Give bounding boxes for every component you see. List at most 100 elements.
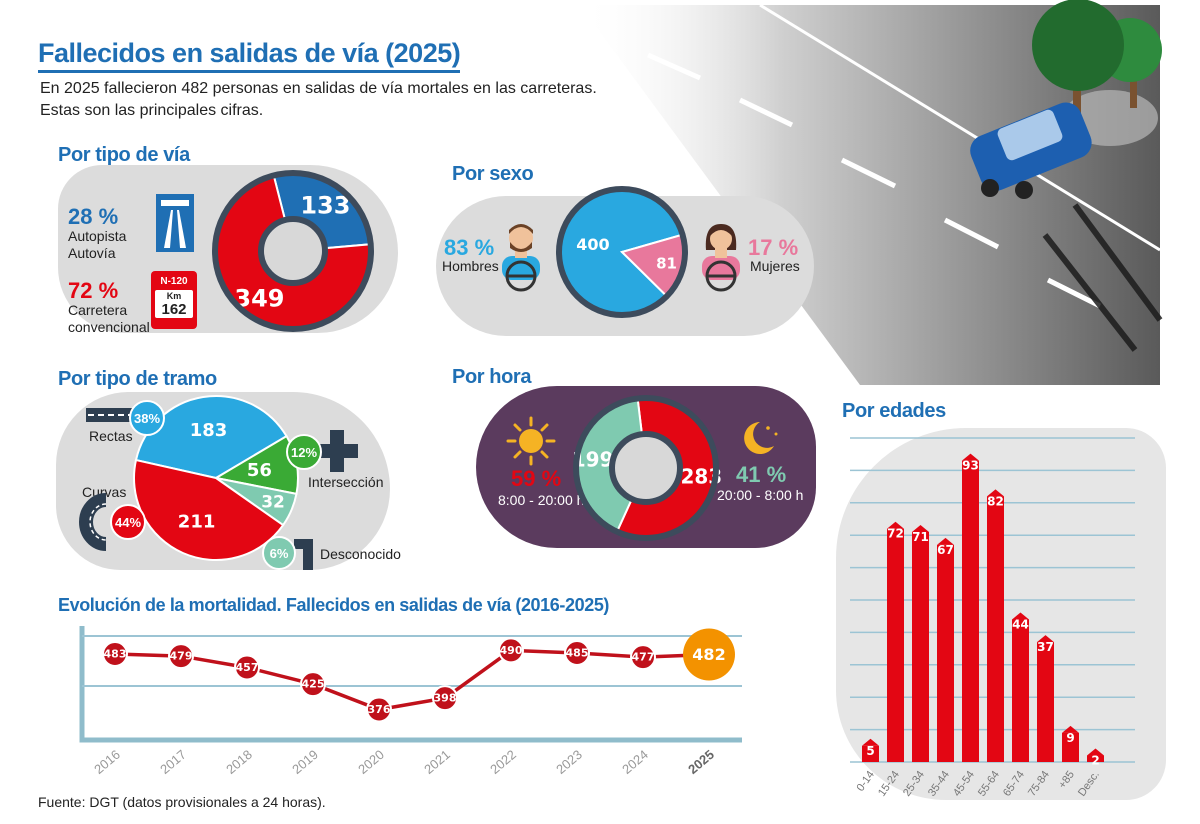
interseccion-pct-badge: 12% bbox=[286, 434, 322, 470]
hombres-label: Hombres bbox=[442, 258, 499, 274]
point-2017 bbox=[168, 643, 194, 670]
autopista-pct: 28 % bbox=[68, 204, 119, 229]
bar-0-14 bbox=[862, 745, 879, 762]
convencional-pct: 72 % bbox=[68, 278, 119, 303]
bar-cap bbox=[1087, 748, 1104, 756]
desconocido-label: Desconocido bbox=[320, 546, 401, 562]
x-tick-label: 2023 bbox=[553, 747, 585, 777]
intersection-road-icon bbox=[316, 430, 358, 472]
slice-value-label: 56 bbox=[247, 460, 272, 481]
road-km-sign-icon: N-120 Km 162 bbox=[151, 271, 197, 329]
autopista-label: Autopista Autovía bbox=[68, 228, 127, 261]
chart-frame bbox=[79, 626, 742, 743]
point-value-label: 398 bbox=[434, 692, 457, 705]
bar-category-label: +85 bbox=[1056, 769, 1077, 791]
point-value-label: 376 bbox=[368, 703, 391, 716]
sun-icon bbox=[506, 416, 556, 466]
slice-value-label: 400 bbox=[576, 235, 609, 254]
dia-label: 8:00 - 20:00 h bbox=[498, 492, 585, 508]
page-subtitle: En 2025 fallecieron 482 personas en sali… bbox=[40, 80, 597, 119]
series-line bbox=[114, 648, 710, 712]
bar-value-label: 5 bbox=[866, 744, 874, 758]
hora-heading: Por hora bbox=[452, 366, 532, 388]
female-driver-icon bbox=[702, 224, 740, 292]
evolucion-line-chart: 483 2016 479 2017 457 2018 425 2019 376 2020 398 20… bbox=[79, 626, 742, 777]
mujeres-pct: 17 % bbox=[748, 235, 799, 260]
donut-hole bbox=[609, 431, 683, 505]
motorway-sign-icon bbox=[156, 194, 194, 252]
point-value-label: 477 bbox=[632, 651, 655, 664]
moon-icon bbox=[744, 422, 778, 454]
evolucion-heading: Evolución de la mortalidad. Fallecidos e… bbox=[58, 595, 610, 615]
noche-label: 20:00 - 8:00 h bbox=[717, 487, 804, 503]
bar-value-label: 82 bbox=[987, 494, 1004, 508]
pie-outline bbox=[556, 186, 688, 318]
slice-value-label: 183 bbox=[190, 420, 228, 441]
bar-value-label: 67 bbox=[937, 543, 954, 557]
tipo-via-heading: Por tipo de vía bbox=[58, 144, 190, 166]
point-2016 bbox=[102, 641, 128, 668]
male-driver-icon bbox=[502, 224, 540, 292]
x-tick-label: 2022 bbox=[487, 747, 519, 777]
page-title: Fallecidos en salidas de vía (2025) bbox=[38, 38, 461, 73]
point-2018 bbox=[234, 654, 260, 681]
bar-+85 bbox=[1062, 732, 1079, 762]
point-2019 bbox=[300, 671, 326, 698]
pie-outline bbox=[573, 395, 719, 541]
bar-value-label: 71 bbox=[912, 530, 929, 544]
point-2021 bbox=[432, 685, 458, 712]
bar-value-label: 37 bbox=[1037, 640, 1054, 654]
desconocido-pct-badge: 6% bbox=[262, 536, 296, 570]
bar-25-34 bbox=[912, 531, 929, 762]
pie-outline bbox=[212, 170, 374, 332]
bar-75-84 bbox=[1037, 642, 1054, 762]
bar-cap bbox=[1012, 612, 1029, 620]
bar-category-label: Desc. bbox=[1076, 769, 1102, 799]
car-icon bbox=[970, 102, 1092, 199]
bar-cap bbox=[887, 521, 904, 529]
point-value-label: 479 bbox=[170, 650, 193, 663]
bar-35-44 bbox=[937, 544, 954, 762]
x-tick-label: 2025 bbox=[685, 747, 717, 777]
x-tick-label: 2017 bbox=[157, 747, 189, 777]
bar-value-label: 2 bbox=[1091, 754, 1099, 768]
bar-cap bbox=[962, 453, 979, 461]
bar-45-54 bbox=[962, 460, 979, 762]
slice-value-label: 211 bbox=[178, 511, 216, 532]
interseccion-label: Intersección bbox=[308, 474, 384, 490]
convencional-label: Carretera convencional bbox=[68, 302, 150, 335]
tramo-pie-chart: 183 56 32 211 bbox=[133, 395, 299, 561]
bar-cap bbox=[987, 489, 1004, 497]
bar-category-label: 45-54 bbox=[951, 769, 977, 799]
point-2025 bbox=[683, 628, 735, 681]
dia-pct: 59 % bbox=[511, 466, 562, 491]
sexo-heading: Por sexo bbox=[452, 163, 534, 185]
point-value-label: 483 bbox=[104, 648, 127, 661]
bar-cap bbox=[912, 524, 929, 532]
x-tick-label: 2021 bbox=[421, 747, 453, 777]
x-tick-label: 2020 bbox=[355, 747, 387, 777]
curvas-label: Curvas bbox=[82, 484, 127, 500]
point-2020 bbox=[366, 696, 392, 723]
bar-cap bbox=[1062, 725, 1079, 733]
bar-category-label: 65-74 bbox=[1001, 769, 1027, 799]
slice-value-label: 32 bbox=[261, 492, 285, 512]
point-2023 bbox=[564, 639, 590, 666]
bar-value-label: 44 bbox=[1012, 617, 1029, 631]
slice-value-label: 133 bbox=[300, 191, 350, 219]
bar-category-label: 25-34 bbox=[901, 769, 927, 799]
x-tick-label: 2024 bbox=[619, 747, 651, 777]
bar-cap bbox=[1037, 635, 1054, 643]
point-value-label: 490 bbox=[500, 644, 523, 657]
tramo-heading: Por tipo de tramo bbox=[58, 368, 217, 390]
donut-hole bbox=[258, 216, 328, 286]
curve-road-icon bbox=[79, 493, 107, 551]
rectas-pct-badge: 38% bbox=[129, 400, 165, 436]
curvas-pct-badge: 44% bbox=[110, 504, 146, 540]
point-2022 bbox=[498, 637, 524, 664]
point-value-label: 425 bbox=[302, 678, 325, 691]
x-tick-label: 2018 bbox=[223, 747, 255, 777]
source-note: Fuente: DGT (datos provisionales a 24 ho… bbox=[38, 794, 326, 810]
